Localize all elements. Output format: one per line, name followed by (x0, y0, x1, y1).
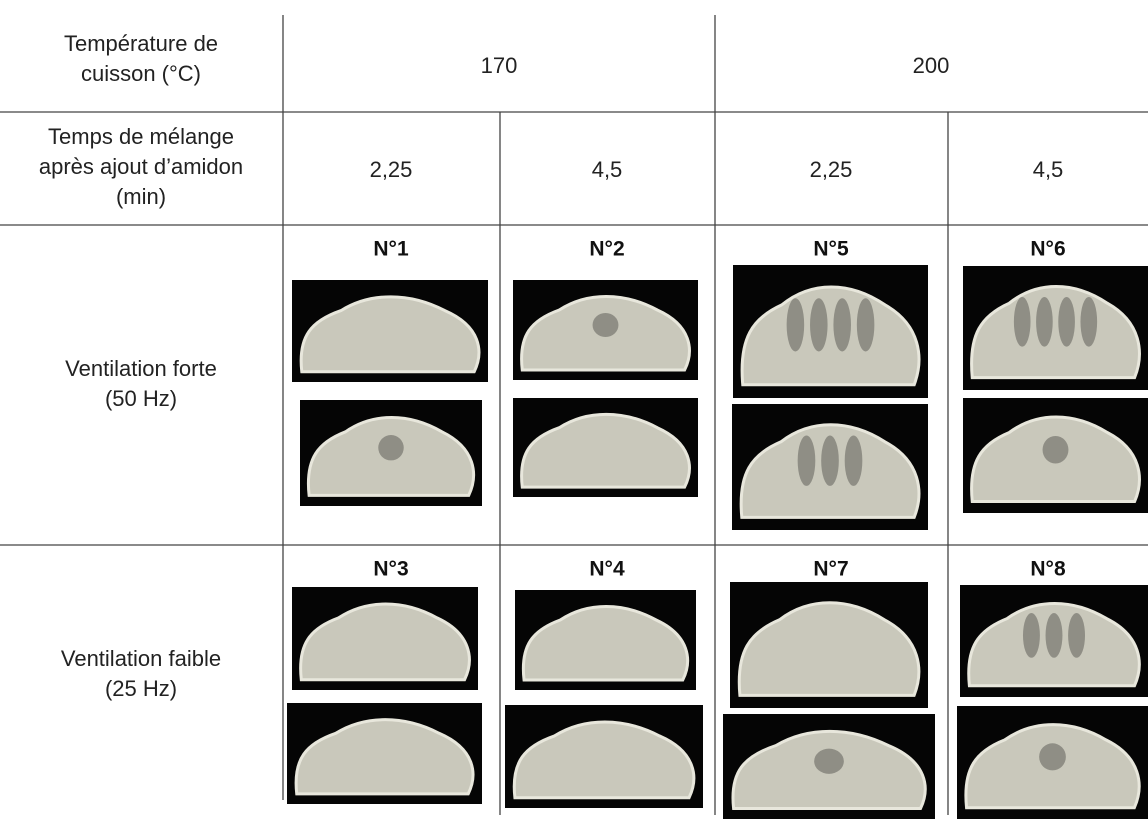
bread-hole (821, 435, 839, 486)
bread-hole (1022, 613, 1040, 658)
sample-photo (730, 582, 928, 708)
sample-photo (963, 398, 1148, 513)
bread-slice (740, 285, 921, 387)
header-label: (min) (116, 184, 166, 209)
row-label: Ventilation faible (61, 646, 221, 671)
temperature: 170 (481, 53, 518, 78)
sample-photo (292, 587, 478, 690)
sample-photo (733, 265, 928, 398)
bread-hole (592, 313, 619, 337)
bread-slice (299, 602, 471, 682)
bread-hole (810, 298, 828, 352)
mixing-time: 2,25 (370, 157, 413, 182)
row-label: Ventilation forte (65, 356, 217, 381)
sample-photo (963, 266, 1148, 390)
bread-hole (833, 298, 851, 352)
bread-hole (1058, 297, 1075, 347)
header-label: cuisson (°C) (81, 61, 201, 86)
sample-photo (515, 590, 696, 690)
bread-slice (299, 295, 481, 374)
bread-hole (1013, 297, 1031, 347)
sample-id: N°1 (373, 238, 409, 261)
sample-photo (723, 714, 935, 819)
bread-slice (521, 605, 690, 682)
sample-photo (957, 706, 1148, 819)
bread-hole (786, 298, 805, 352)
bread-hole (856, 298, 875, 352)
bread-hole (814, 748, 844, 774)
sample-photo (732, 404, 928, 530)
bread-hole (378, 434, 404, 461)
bread-hole (797, 435, 816, 486)
bread-slice (512, 720, 696, 800)
row-label: (50 Hz) (105, 386, 177, 411)
sample-photo (513, 398, 698, 497)
sample-photo (505, 705, 703, 808)
sample-photo (292, 280, 488, 382)
sample-photo (287, 703, 482, 804)
sample-id: N°2 (589, 238, 624, 261)
sample-photo (513, 280, 698, 380)
bread-slice (970, 285, 1141, 380)
sample-id: N°5 (813, 238, 849, 261)
sample-photo (960, 585, 1148, 697)
bread-hole (1045, 613, 1063, 658)
sample-id: N°8 (1030, 558, 1066, 581)
mixing-time: 2,25 (810, 157, 853, 182)
sample-id: N°7 (813, 558, 848, 581)
sample-id: N°6 (1030, 238, 1065, 261)
bread-slice (294, 718, 475, 796)
sample-id: N°4 (589, 558, 625, 581)
bread-slice (737, 601, 921, 697)
temperature: 200 (913, 53, 950, 78)
mixing-time: 4,5 (1033, 157, 1064, 182)
bread-hole (844, 435, 863, 486)
sample-id: N°3 (373, 558, 408, 581)
bread-slice (520, 412, 691, 489)
header-label: Temps de mélange (48, 124, 234, 149)
bread-hole (1042, 435, 1069, 464)
header-label: après ajout d’amidon (39, 154, 243, 179)
bread-hole (1039, 743, 1066, 771)
bread-hole (1080, 297, 1098, 347)
row-label: (25 Hz) (105, 676, 177, 701)
sample-photo (300, 400, 482, 506)
header-label: Température de (64, 31, 218, 56)
bread-hole (1068, 613, 1086, 658)
bread-hole (1036, 297, 1053, 347)
mixing-time: 4,5 (592, 157, 623, 182)
